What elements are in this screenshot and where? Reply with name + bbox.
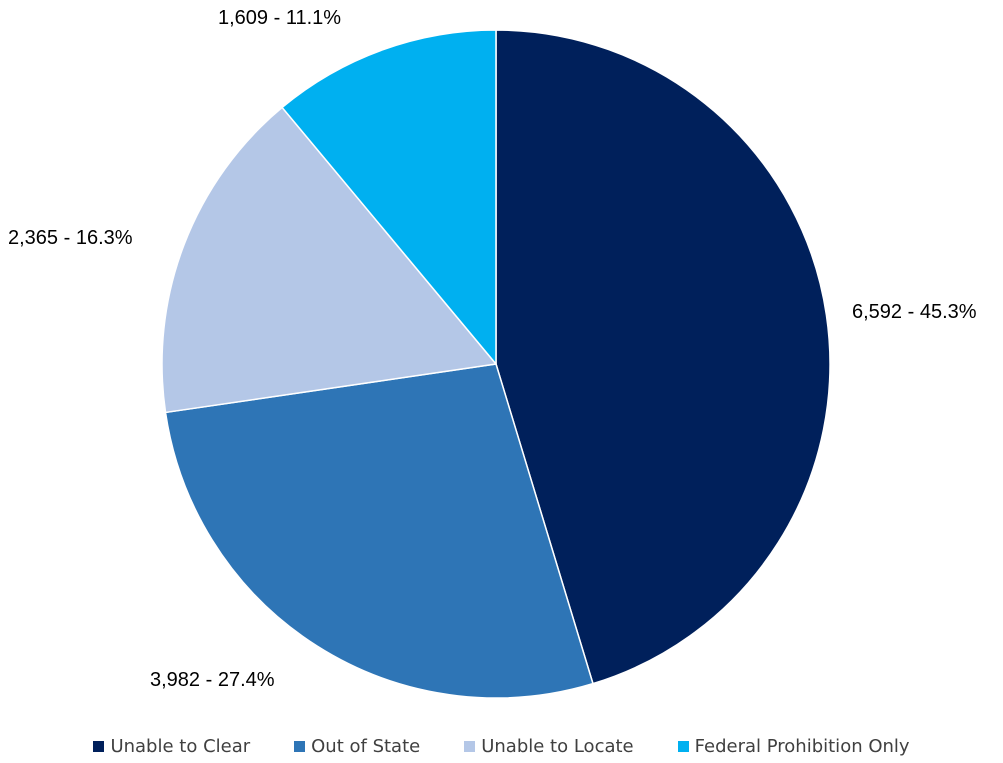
data-label-out-of-state: 3,982 - 27.4% xyxy=(150,669,275,691)
data-label-unable-to-clear: 6,592 - 45.3% xyxy=(852,301,977,323)
legend-label-out-of-state: Out of State xyxy=(311,736,421,757)
legend-swatch-unable-to-locate xyxy=(464,741,476,752)
pie-slice-unable-to-locate xyxy=(161,106,497,414)
pie-slice-out-of-state xyxy=(164,363,594,699)
data-label-federal-prohibition-only: 1,609 - 11.1% xyxy=(218,7,341,29)
pie-data-labels: 6,592 - 45.3% 3,982 - 27.4% 2,365 - 16.3% 1… xyxy=(8,7,977,691)
legend-swatch-out-of-state xyxy=(294,741,306,752)
chart-legend: Unable to Clear Out of State Unable to Loc… xyxy=(0,736,1003,757)
legend-item-unable-to-clear: Unable to Clear xyxy=(93,736,250,757)
legend-label-unable-to-clear: Unable to Clear xyxy=(110,736,251,757)
legend-label-federal-prohibition-only: Federal Prohibition Only xyxy=(694,736,910,757)
legend-label-unable-to-locate: Unable to Locate xyxy=(481,736,634,757)
legend-swatch-unable-to-clear xyxy=(93,741,105,752)
pie-slices xyxy=(161,29,831,699)
pie-slice-unable-to-clear xyxy=(495,29,831,685)
legend-swatch-federal-prohibition-only xyxy=(677,741,689,752)
legend-item-unable-to-locate: Unable to Locate xyxy=(464,736,634,757)
legend-item-out-of-state: Out of State xyxy=(294,736,420,757)
pie-slice-federal-prohibition-only xyxy=(281,29,497,365)
data-label-unable-to-locate: 2,365 - 16.3% xyxy=(8,227,133,249)
legend-item-federal-prohibition-only: Federal Prohibition Only xyxy=(677,736,910,757)
